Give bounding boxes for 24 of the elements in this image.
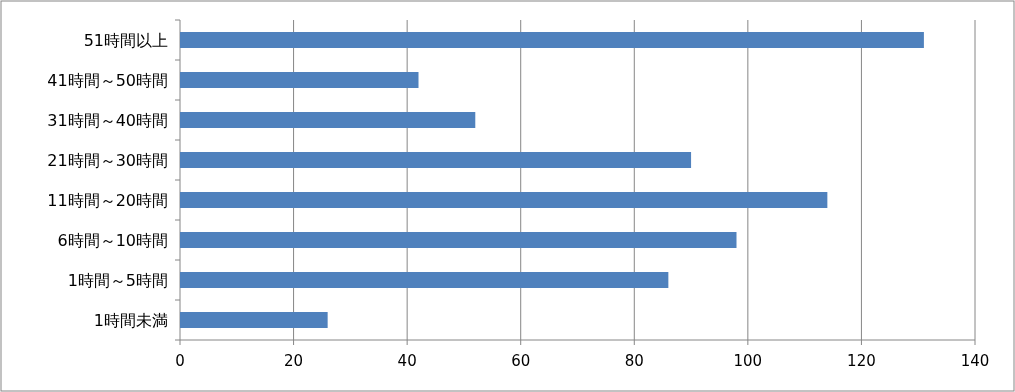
x-tick-label: 100 <box>733 352 763 370</box>
bar <box>180 72 419 88</box>
x-tick-label: 80 <box>624 352 644 370</box>
x-tick-label: 60 <box>511 352 531 370</box>
y-tick-label: 1時間～5時間 <box>67 271 168 290</box>
bar <box>180 112 476 128</box>
x-tick-label: 120 <box>847 352 876 370</box>
x-tick-label: 40 <box>397 352 417 370</box>
y-tick-label: 1時間未満 <box>93 311 168 330</box>
bar <box>180 192 828 208</box>
bar <box>180 32 924 48</box>
x-tick-label: 20 <box>284 352 304 370</box>
bar <box>180 312 328 328</box>
bar <box>180 272 669 288</box>
bar <box>180 232 737 248</box>
y-tick-label: 21時間～30時間 <box>47 151 168 170</box>
y-tick-label: 51時間以上 <box>83 31 168 50</box>
y-tick-label: 6時間～10時間 <box>57 231 168 250</box>
x-tick-label: 140 <box>960 352 990 370</box>
y-tick-label: 31時間～40時間 <box>47 111 168 130</box>
bar <box>180 152 692 168</box>
x-tick-label: 0 <box>175 352 185 370</box>
y-tick-label: 11時間～20時間 <box>47 191 168 210</box>
y-tick-label: 41時間～50時間 <box>47 71 168 90</box>
